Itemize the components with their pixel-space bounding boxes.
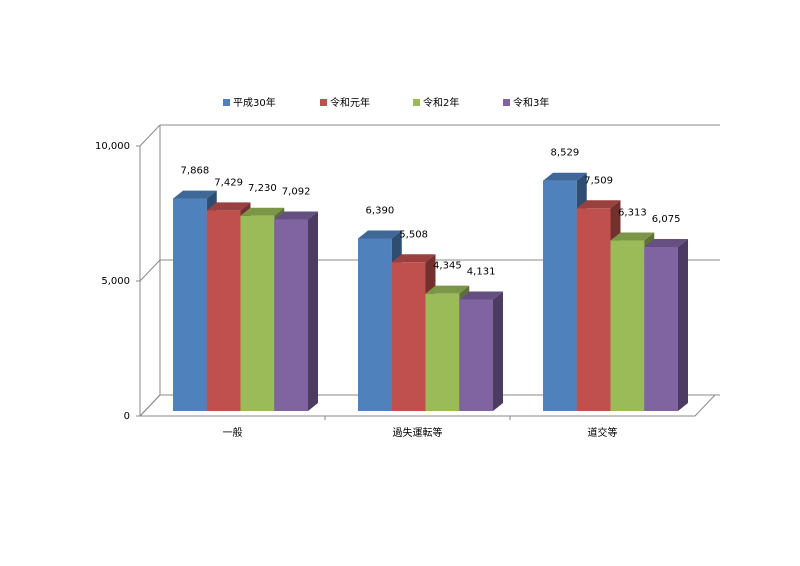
bar-top [206, 202, 251, 211]
bar [274, 219, 308, 411]
bar-top [425, 285, 470, 294]
bar-top [576, 200, 621, 209]
value-label: 4,345 [433, 261, 462, 272]
value-label: 7,509 [584, 175, 613, 186]
legend-swatch [413, 99, 420, 106]
bar [173, 198, 207, 411]
bar-top [274, 211, 318, 220]
bar [240, 215, 275, 411]
y-tick-label: 0 [124, 411, 130, 422]
value-label: 7,868 [181, 166, 210, 177]
x-tick-label: 過失運転等 [393, 426, 443, 439]
grid-line [139, 124, 720, 147]
bar-top [543, 172, 587, 181]
grid-line [139, 394, 720, 417]
bar [358, 238, 392, 411]
bar-side [493, 291, 503, 411]
value-label: 5,508 [399, 229, 428, 240]
value-label: 6,075 [652, 214, 681, 225]
legend-label: 令和2年 [423, 96, 459, 109]
bar [391, 262, 426, 411]
bar [576, 208, 611, 411]
legend-swatch [503, 99, 510, 106]
legend-swatch [223, 99, 230, 106]
value-label: 6,313 [618, 208, 647, 219]
x-tick-label: 一般 [223, 426, 243, 439]
bar-side [308, 211, 318, 411]
x-tick-label: 道交等 [588, 426, 618, 439]
bar-top [644, 238, 688, 247]
value-label: 6,390 [366, 205, 395, 216]
bar [206, 210, 241, 411]
grid-line [139, 259, 720, 282]
bar-top [610, 232, 655, 241]
value-label: 7,429 [214, 177, 243, 188]
bar-top [459, 291, 503, 300]
legend-label: 令和3年 [513, 96, 549, 109]
bar [644, 246, 678, 411]
value-label: 7,092 [282, 187, 311, 198]
value-label: 4,131 [467, 266, 496, 277]
legend-swatch [320, 99, 327, 106]
bar [425, 293, 460, 411]
bar [610, 240, 645, 411]
bar-top [358, 230, 402, 239]
y-tick-label: 5,000 [101, 276, 130, 287]
bar-top [240, 207, 285, 216]
bar [459, 299, 493, 411]
bar [543, 180, 577, 411]
bar-side [678, 238, 688, 411]
bar-top [391, 254, 436, 263]
bar-top [173, 190, 217, 199]
y-tick-label: 10,000 [95, 141, 130, 152]
legend-label: 令和元年 [330, 96, 370, 109]
legend-label: 平成30年 [233, 96, 276, 109]
value-label: 8,529 [551, 148, 580, 159]
value-label: 7,230 [248, 183, 277, 194]
